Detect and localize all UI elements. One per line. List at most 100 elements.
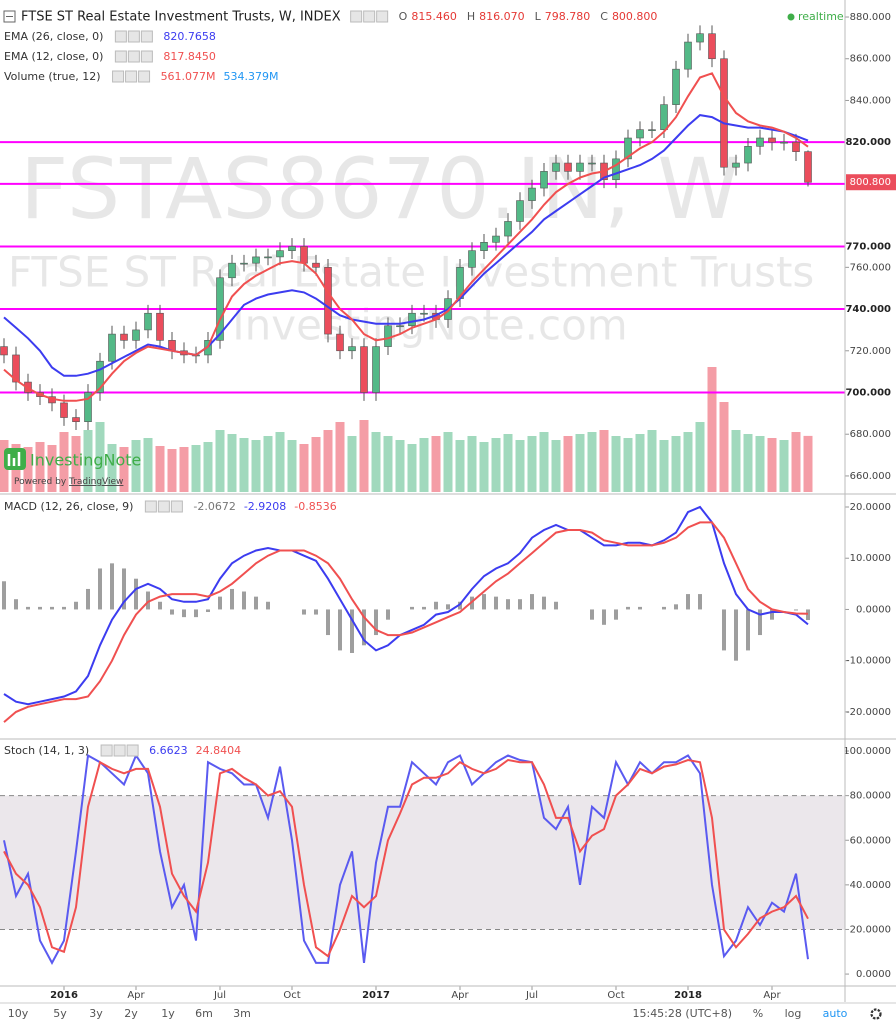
legend-icon[interactable] [170, 500, 183, 513]
legend-value: 24.8404 [196, 744, 242, 757]
volume-bar [47, 445, 57, 492]
legend-icon[interactable] [140, 50, 153, 63]
legend-value: 561.077M [161, 70, 216, 83]
x-tick-label: Apr [451, 990, 469, 1001]
brand-name: InvestingNote [30, 451, 141, 470]
ohlc-key: O [399, 10, 408, 23]
legend-icon[interactable] [114, 30, 127, 43]
scale-button[interactable]: auto [823, 1007, 848, 1020]
range-button[interactable]: 5y [53, 1007, 67, 1020]
legend-label: MACD (12, 26, close, 9) [4, 500, 133, 513]
histogram-bar [434, 601, 438, 610]
volume-bar [71, 436, 81, 492]
legend-label: Stoch (14, 1, 3) [4, 744, 89, 757]
legend-icon[interactable] [114, 50, 127, 63]
candle-body [240, 262, 248, 265]
range-button[interactable]: 1y [161, 1007, 175, 1020]
volume-bar [107, 444, 117, 492]
x-tick-label: Oct [607, 990, 624, 1001]
legend-icon[interactable] [138, 70, 151, 83]
legend-icon[interactable] [113, 744, 126, 757]
volume-bar [587, 432, 597, 492]
y-tick-label: 20.0000 [850, 502, 891, 513]
ui-layer: FTSE ST Real Estate Investment Trusts, W… [3, 10, 882, 1020]
scale-button[interactable]: log [785, 1007, 802, 1020]
histogram-bar [350, 609, 354, 653]
candle-body [516, 200, 524, 222]
volume-bar [791, 432, 801, 492]
range-button[interactable]: 3m [233, 1007, 251, 1020]
volume-bar [491, 438, 501, 492]
volume-bar [263, 436, 273, 492]
brand-icon-mark [7, 452, 21, 466]
legend-icon[interactable] [376, 10, 389, 23]
volume-bar [719, 402, 729, 492]
histogram-bar [230, 588, 234, 610]
range-button[interactable]: 6m [195, 1007, 213, 1020]
range-button[interactable]: 2y [124, 1007, 138, 1020]
candle-body [396, 325, 404, 328]
legend-icon[interactable] [127, 30, 140, 43]
legend-icon[interactable] [126, 744, 139, 757]
candle-body [672, 68, 680, 105]
candle-body [84, 392, 92, 423]
y-tick-label: 860.000 [850, 54, 891, 65]
ohlc-value: 798.780 [545, 10, 591, 23]
volume-bar [515, 440, 525, 492]
histogram-bar [2, 581, 6, 610]
legend-icon[interactable] [157, 500, 170, 513]
volume-bar [275, 432, 285, 492]
clock: 15:45:28 (UTC+8) [632, 1007, 732, 1020]
candle-body [264, 256, 272, 259]
legend-value: 534.379M [224, 70, 279, 83]
histogram-bar [530, 594, 534, 610]
y-tick-label: 840.000 [850, 95, 891, 106]
volume-bar [575, 434, 585, 492]
histogram-bar [14, 599, 18, 610]
volume-bar [779, 440, 789, 492]
candle-body [468, 250, 476, 268]
legend-icon[interactable] [100, 744, 113, 757]
legend-icon[interactable] [112, 70, 125, 83]
range-button[interactable]: 3y [89, 1007, 103, 1020]
candle-body [144, 312, 152, 331]
legend-value: -2.9208 [244, 500, 286, 513]
histogram-bar [686, 594, 690, 610]
powered-link[interactable]: TradingView [68, 477, 123, 487]
x-tick-label: Apr [763, 990, 781, 1001]
collapse-icon[interactable] [3, 10, 16, 23]
volume-bar [443, 432, 453, 492]
range-button[interactable]: 10y [8, 1007, 29, 1020]
volume-bar [395, 440, 405, 492]
candle-body [96, 360, 104, 393]
y-tick-label: 680.000 [850, 429, 891, 440]
volume-bar [251, 440, 261, 492]
x-tick-label: 2016 [50, 990, 78, 1001]
histogram-bar [722, 609, 726, 651]
histogram-bar [482, 594, 486, 610]
candle-body [60, 402, 68, 418]
scale-button[interactable]: % [753, 1007, 763, 1020]
legend-value: 820.7658 [163, 30, 216, 43]
candle-body [708, 33, 716, 60]
candle-body [312, 262, 320, 268]
volume-bar [35, 442, 45, 492]
volume-bar [671, 436, 681, 492]
y-tick-label: -20.0000 [846, 707, 891, 718]
volume-bar [455, 440, 465, 492]
legend-icon[interactable] [125, 70, 138, 83]
legend-icon[interactable] [363, 10, 376, 23]
legend-icon[interactable] [144, 500, 157, 513]
histogram-bar [242, 591, 246, 610]
volume-bar [83, 430, 93, 492]
candle-body [504, 221, 512, 237]
legend-icon[interactable] [140, 30, 153, 43]
legend-icon[interactable] [127, 50, 140, 63]
candle-body [648, 129, 656, 131]
volume-bar [347, 436, 357, 492]
y-tick-label: 100.0000 [843, 746, 891, 757]
settings-icon[interactable] [870, 1008, 882, 1020]
legend-icon[interactable] [350, 10, 363, 23]
candle-body [348, 346, 356, 352]
histogram-bar [446, 604, 450, 610]
